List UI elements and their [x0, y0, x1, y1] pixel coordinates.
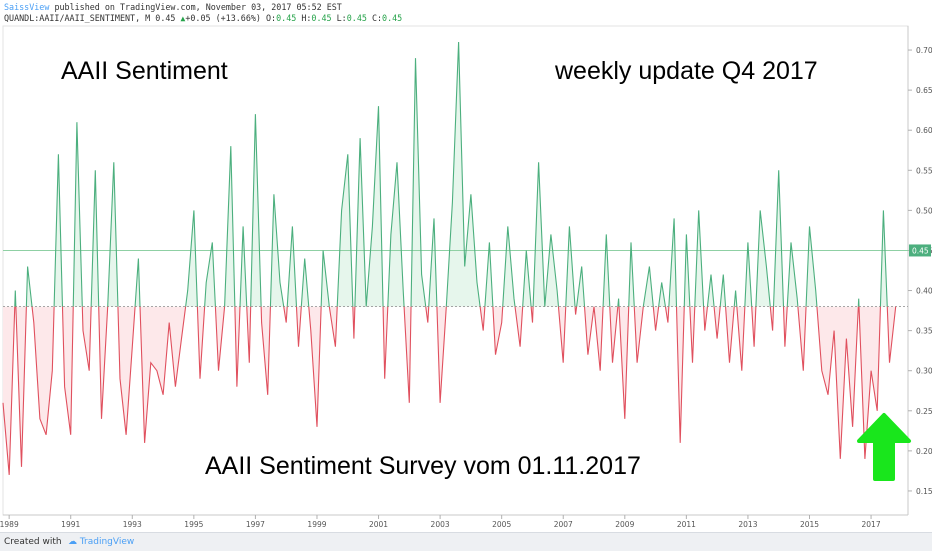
chart-header: SaissView published on TradingView.com, …	[0, 0, 932, 26]
symbol-name[interactable]: QUANDL:AAII/AAII_SENTIMENT, M	[4, 13, 151, 23]
series-line-below	[2, 306, 897, 475]
green-up-arrow-icon	[857, 413, 911, 481]
low-value: 0.45	[346, 13, 367, 23]
close-label: C:	[371, 13, 383, 23]
triangle-up-icon: ▲	[180, 14, 186, 23]
x-tick-label: 2015	[800, 520, 819, 529]
x-tick-label: 1995	[184, 520, 203, 529]
y-tick-label: 0.50	[916, 206, 932, 215]
x-tick-label: 2011	[677, 520, 696, 529]
y-tick-label: 0.20	[916, 447, 932, 456]
y-tick-label: 0.25	[916, 407, 932, 416]
symbol-line: QUANDL:AAII/AAII_SENTIMENT, M 0.45 ▲+0.0…	[4, 13, 402, 23]
y-tick-label: 0.55	[916, 166, 932, 175]
x-tick-label: 2017	[862, 520, 881, 529]
x-tick-label: 2003	[431, 520, 450, 529]
last-value-badge	[909, 244, 931, 257]
x-tick-label: 2005	[492, 520, 511, 529]
y-tick-label: 0.70	[916, 46, 932, 55]
y-tick-label: 0.40	[916, 287, 932, 296]
x-tick-label: 1997	[246, 520, 265, 529]
open-label: O:	[266, 13, 277, 23]
sentiment-chart[interactable]: 0.70 0.65 0.60 0.55 0.50 0.45 0.40 0.35 0.30 0.25…	[0, 0, 932, 532]
y-tick-label: 0.65	[916, 86, 932, 95]
last-value: 0.45	[155, 13, 176, 23]
publish-info: published on TradingView.com, November 0…	[54, 2, 342, 12]
change-value: +0.05 (+13.66%)	[185, 13, 261, 23]
x-tick-label: 1991	[61, 520, 80, 529]
author-name[interactable]: SaissView	[4, 2, 50, 12]
open-value: 0.45	[276, 13, 297, 23]
x-tick-label: 2013	[738, 520, 757, 529]
y-tick-label: 0.15	[916, 487, 932, 496]
x-tick-label: 2007	[554, 520, 573, 529]
chart-title-right: weekly update Q4 2017	[555, 57, 818, 85]
series-line-above	[14, 41, 896, 307]
tradingview-logo[interactable]: ☁ TradingView	[68, 537, 134, 547]
publish-line: SaissView published on TradingView.com, …	[4, 2, 342, 12]
x-tick-label: 2001	[369, 520, 388, 529]
chart-title-left: AAII Sentiment	[61, 57, 228, 85]
created-with-label: Created with	[4, 537, 62, 547]
y-tick-label: 0.30	[916, 367, 932, 376]
close-value: 0.45	[382, 13, 403, 23]
x-tick-label: 1989	[0, 520, 19, 529]
last-value-badge-label: 0.45	[912, 246, 929, 255]
x-tick-label: 2009	[615, 520, 634, 529]
footer-bar: Created with ☁ TradingView	[0, 532, 932, 551]
price-scale	[908, 26, 932, 532]
y-tick-label: 0.60	[916, 126, 932, 135]
high-value: 0.45	[311, 13, 332, 23]
chart-subtitle: AAII Sentiment Survey vom 01.11.2017	[205, 452, 641, 480]
tradingview-logo-text: TradingView	[79, 537, 135, 547]
low-label: L:	[336, 13, 347, 23]
high-label: H:	[301, 13, 312, 23]
x-tick-label: 1993	[123, 520, 142, 529]
tradingview-cloud-icon: ☁	[68, 537, 77, 547]
x-tick-label: 1999	[307, 520, 326, 529]
y-tick-label: 0.35	[916, 327, 932, 336]
